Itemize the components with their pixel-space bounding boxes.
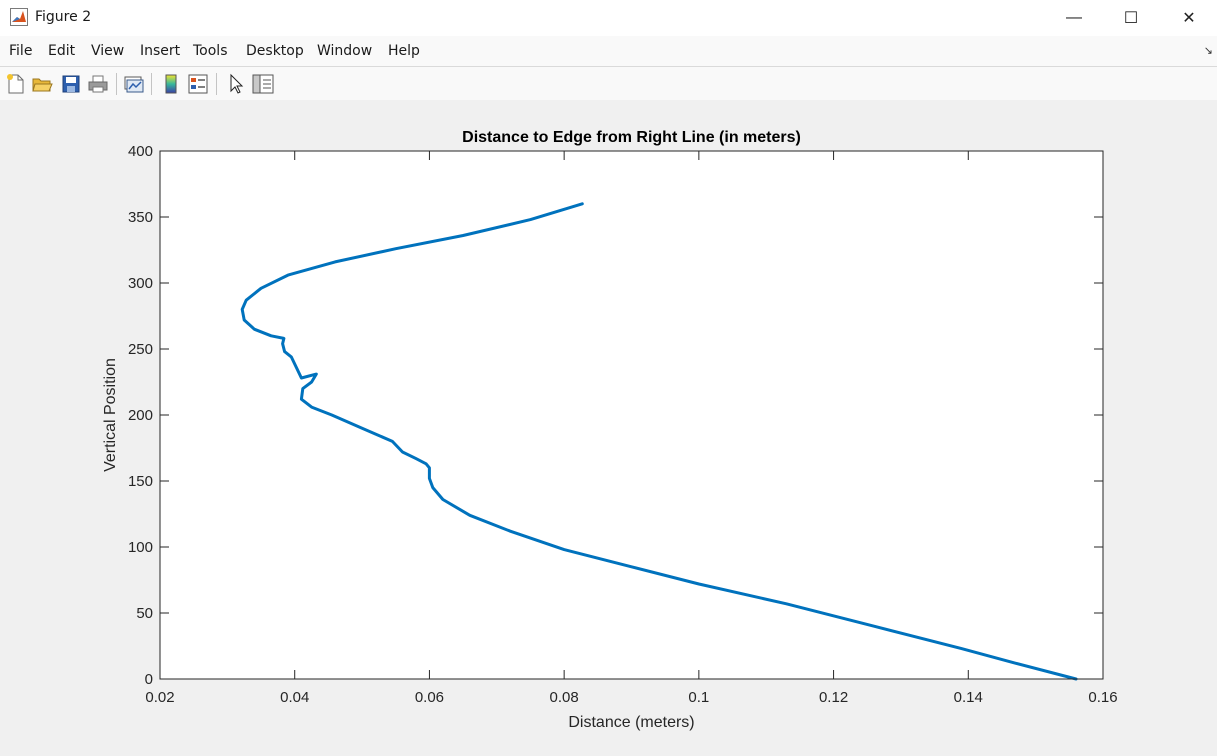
- menu-file[interactable]: File: [9, 43, 33, 59]
- x-tick-label: 0.08: [550, 689, 579, 706]
- toolbar-separator: [116, 73, 117, 95]
- menu-insert[interactable]: Insert: [140, 43, 181, 59]
- x-axis-label: Distance (meters): [568, 714, 694, 731]
- chart-title: Distance to Edge from Right Line (in met…: [462, 129, 801, 146]
- toolbar-separator: [216, 73, 217, 95]
- matlab-icon: [10, 8, 28, 26]
- menu-desktop[interactable]: Desktop: [246, 43, 304, 59]
- y-tick-label: 250: [128, 341, 153, 358]
- insert-colorbar-icon[interactable]: [160, 73, 182, 95]
- figure-canvas: 0.02 0.04 0.06 0.08 0.1 0.12 0.14 0.16 0 50 100 150…: [0, 100, 1217, 751]
- minimize-button[interactable]: —: [1045, 0, 1103, 36]
- save-icon[interactable]: [60, 73, 82, 95]
- insert-legend-icon[interactable]: [187, 73, 209, 95]
- menu-edit[interactable]: Edit: [48, 43, 76, 59]
- menu-window[interactable]: Window: [317, 43, 373, 59]
- print-icon[interactable]: [87, 73, 109, 95]
- maximize-icon: ☐: [1123, 10, 1139, 27]
- axes-box: [159, 150, 1104, 680]
- x-tick-label: 0.1: [688, 689, 709, 706]
- tick-labels: 0.02 0.04 0.06 0.08 0.1 0.12 0.14 0.16 0 50 100 150…: [128, 143, 1118, 706]
- link-plot-icon[interactable]: [123, 73, 145, 95]
- figure-toolbar: [0, 66, 1217, 101]
- menu-tools[interactable]: Tools: [193, 43, 228, 59]
- x-tick-label: 0.06: [415, 689, 444, 706]
- y-tick-label: 150: [128, 473, 153, 490]
- property-inspector-icon[interactable]: [252, 73, 274, 95]
- maximize-button[interactable]: ☐: [1102, 0, 1160, 36]
- y-tick-label: 100: [128, 539, 153, 556]
- x-tick-label: 0.16: [1088, 689, 1117, 706]
- close-button[interactable]: ✕: [1160, 0, 1217, 36]
- window-title: Figure 2: [35, 9, 92, 25]
- y-tick-label: 350: [128, 209, 153, 226]
- axes-background: [160, 151, 1103, 679]
- new-figure-icon[interactable]: [5, 73, 27, 95]
- y-tick-label: 300: [128, 275, 153, 292]
- edit-plot-icon[interactable]: [225, 73, 247, 95]
- line-chart: 0.02 0.04 0.06 0.08 0.1 0.12 0.14 0.16 0 50 100 150…: [102, 129, 1118, 731]
- x-tick-label: 0.12: [819, 689, 848, 706]
- y-tick-label: 200: [128, 407, 153, 424]
- menu-help[interactable]: Help: [388, 43, 420, 59]
- close-icon: ✕: [1182, 10, 1196, 27]
- minimize-icon: —: [1066, 9, 1082, 26]
- y-tick-label: 400: [128, 143, 153, 160]
- open-file-icon[interactable]: [31, 73, 53, 95]
- x-tick-label: 0.14: [954, 689, 983, 706]
- series-line: [240, 202, 1078, 681]
- axis-ticks: [159, 150, 1104, 680]
- y-tick-label: 0: [145, 671, 153, 688]
- y-tick-label: 50: [136, 605, 153, 622]
- menu-view[interactable]: View: [91, 43, 125, 59]
- dock-arrow-icon[interactable]: ↘: [1203, 45, 1213, 57]
- x-tick-label: 0.04: [280, 689, 309, 706]
- toolbar-separator: [151, 73, 152, 95]
- x-tick-label: 0.02: [145, 689, 174, 706]
- y-axis-label: Vertical Position: [102, 358, 119, 472]
- menu-bar: File Edit View Insert Tools Desktop Wind…: [0, 36, 1217, 66]
- window-titlebar: Figure 2 — ☐ ✕: [0, 0, 1217, 36]
